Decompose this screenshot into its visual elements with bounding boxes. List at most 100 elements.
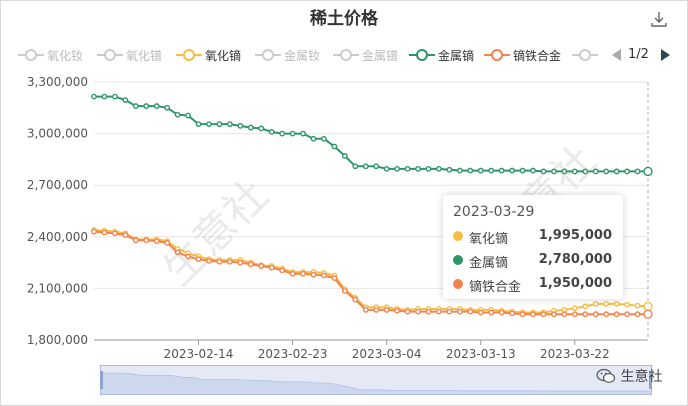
zoom-window[interactable]	[100, 365, 652, 395]
series-point	[153, 103, 160, 109]
legend-item-3[interactable]: 金属钕	[255, 44, 320, 66]
series-point	[226, 258, 233, 265]
series-point	[373, 163, 380, 170]
series-point	[268, 128, 275, 135]
series-point	[477, 309, 484, 316]
series-point	[101, 93, 108, 100]
series-point	[289, 130, 296, 137]
y-tick-label: 2,700,000	[27, 178, 88, 192]
series-point	[258, 125, 265, 132]
series-point	[561, 168, 568, 175]
series-point	[164, 239, 171, 246]
series-point	[592, 300, 599, 307]
series-point	[164, 104, 171, 111]
data-zoom-slider[interactable]	[100, 365, 652, 395]
legend-prev-icon[interactable]	[612, 49, 621, 61]
series-point	[404, 308, 411, 315]
series-point	[613, 168, 620, 175]
tooltip-date: 2023-03-29	[453, 204, 535, 220]
series-point	[101, 229, 108, 236]
series-point	[456, 308, 463, 315]
series-point	[300, 270, 306, 277]
legend-marker-icon	[409, 49, 435, 61]
series-point	[488, 167, 495, 174]
series-point	[352, 296, 359, 303]
series-point	[624, 311, 630, 318]
series-point	[624, 168, 630, 175]
legend-label: 金属镝	[438, 48, 475, 63]
series-point	[436, 165, 442, 172]
series-point	[425, 308, 432, 315]
y-tick-label: 2,400,000	[27, 230, 88, 244]
series-point	[551, 168, 557, 175]
series-point	[331, 275, 338, 281]
series-point	[467, 167, 474, 174]
series-point	[174, 249, 181, 256]
legend-item-0[interactable]: 氧化钕	[18, 44, 83, 66]
series-point	[300, 130, 306, 137]
watermark-text: 生意社	[620, 369, 663, 385]
tooltip-dot-0	[453, 231, 463, 241]
series-point	[551, 311, 557, 318]
chart-title: 稀土价格	[310, 9, 378, 29]
series-point	[634, 168, 641, 175]
series-point	[237, 259, 244, 266]
series-point	[561, 311, 568, 318]
legend-item-2[interactable]: 氧化镝	[176, 44, 241, 66]
series-point	[112, 93, 118, 100]
zoom-handle-left[interactable]	[100, 371, 103, 389]
tooltip-dot-2	[453, 279, 463, 289]
series-point	[540, 311, 547, 318]
series-point	[331, 143, 338, 150]
x-tick-label: 2023-03-22	[540, 347, 610, 361]
series-point	[404, 165, 411, 172]
series-point	[185, 112, 191, 119]
series-point	[415, 308, 421, 315]
y-tick-label: 3,300,000	[27, 75, 88, 89]
series-point	[112, 230, 118, 237]
series-point	[624, 301, 630, 308]
tooltip: 2023-03-29 氧化镝 1,995,000 金属镝 2,780,000 镝…	[443, 195, 623, 299]
series-point	[195, 121, 202, 128]
series-point	[143, 103, 150, 109]
series-point	[530, 311, 536, 318]
legend-label: 镝铁合金	[513, 48, 562, 63]
tooltip-dot-1	[453, 255, 463, 265]
series-point	[216, 258, 223, 265]
series-point	[540, 168, 547, 175]
tooltip-row: 氧化镝 1,995,000	[453, 225, 618, 247]
legend-item-7[interactable]	[572, 44, 601, 66]
series-point	[91, 93, 97, 100]
zoom-handle-right[interactable]	[649, 371, 652, 389]
series-point	[519, 167, 526, 174]
series-point	[383, 165, 390, 172]
series-point	[373, 306, 380, 313]
series-point	[352, 163, 359, 170]
tooltip-series-value: 1,995,000	[538, 228, 612, 243]
series-point	[509, 310, 516, 317]
series-point	[185, 253, 191, 260]
legend-item-4[interactable]: 金属镨	[333, 44, 398, 66]
legend-next-icon[interactable]	[661, 49, 670, 61]
series-point	[321, 135, 327, 142]
legend-item-6[interactable]: 镝铁合金	[484, 44, 561, 66]
series-point	[362, 306, 369, 313]
series-point	[436, 308, 442, 315]
series-point	[226, 121, 233, 128]
series-point	[592, 168, 599, 175]
legend-item-5[interactable]: 金属镝	[409, 44, 474, 66]
series-point	[341, 288, 348, 294]
legend-marker-icon	[18, 49, 44, 61]
series-point	[425, 165, 432, 172]
tooltip-series-value: 1,950,000	[538, 276, 612, 291]
series-point	[394, 307, 401, 314]
series-point	[216, 121, 223, 128]
series-point	[279, 267, 286, 274]
download-icon[interactable]	[650, 10, 668, 28]
legend-pager: 1/2	[606, 44, 686, 66]
legend-item-1[interactable]: 氧化镨	[97, 44, 162, 66]
series-point	[321, 272, 327, 279]
tooltip-series-value: 2,780,000	[538, 252, 612, 267]
legend-marker-icon	[484, 49, 510, 61]
legend-marker-icon	[255, 49, 281, 61]
